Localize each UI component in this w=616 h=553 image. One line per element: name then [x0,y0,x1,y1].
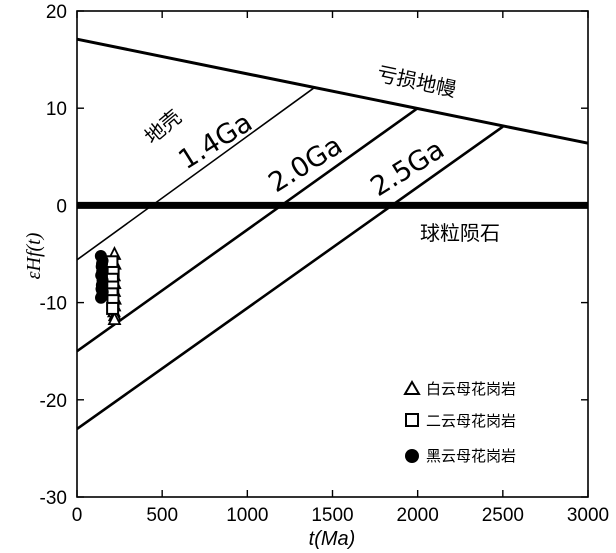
axis-ticks: 0 500 1000 1500 2000 2500 3000 20 10 0 -10 -20 -30 [40,2,610,526]
reference-line-2 [76,86,316,261]
x-axis-title: t(Ma) [309,528,356,550]
legend-label-biotite-granite: 黑云母花岗岩 [426,447,516,465]
y-tick-label: 20 [46,2,67,23]
label-chondrite: 球粒陨石 [420,221,500,245]
data-points [94,245,122,326]
y-tick-label: 10 [46,99,67,120]
data-point-biotite [96,285,109,298]
data-point-two-mica [106,301,120,315]
reference-line-3 [76,107,419,353]
y-tick-label: -30 [40,488,67,509]
x-tick-label: 2000 [397,505,439,526]
x-tick-label: 3000 [567,505,609,526]
legend-triangle-icon [403,380,421,395]
x-tick-label: 1000 [226,505,268,526]
x-tick-label: 0 [72,505,83,526]
legend: 白云母花岗岩 二云母花岗岩 黑云母花岗岩 [403,380,516,465]
label-depleted-mantle: 亏损地幔 [375,61,458,101]
y-tick-label: 0 [56,196,67,217]
y-tick-label: -20 [40,391,67,412]
x-tick-label: 2500 [482,505,524,526]
legend-label-muscovite-granite: 白云母花岗岩 [426,380,516,398]
y-tick-label: -10 [40,294,67,315]
label-crust: 地壳 [140,105,186,149]
legend-square-icon [405,413,419,427]
data-point-biotite [96,257,109,270]
line-label-2-5ga: 2.5Ga [365,134,450,203]
reference-lines [76,37,589,431]
line-label-1-4ga: 1.4Ga [173,107,258,176]
reference-line-4 [76,125,504,431]
x-tick-label: 500 [146,505,178,526]
legend-circle-icon [405,449,419,463]
data-point-muscovite [107,311,122,326]
reference-line-0 [76,37,589,145]
legend-label-two-mica-granite: 二云母花岗岩 [426,412,516,430]
x-tick-label: 1500 [311,505,353,526]
y-axis-title: εHf(t) [23,232,45,279]
